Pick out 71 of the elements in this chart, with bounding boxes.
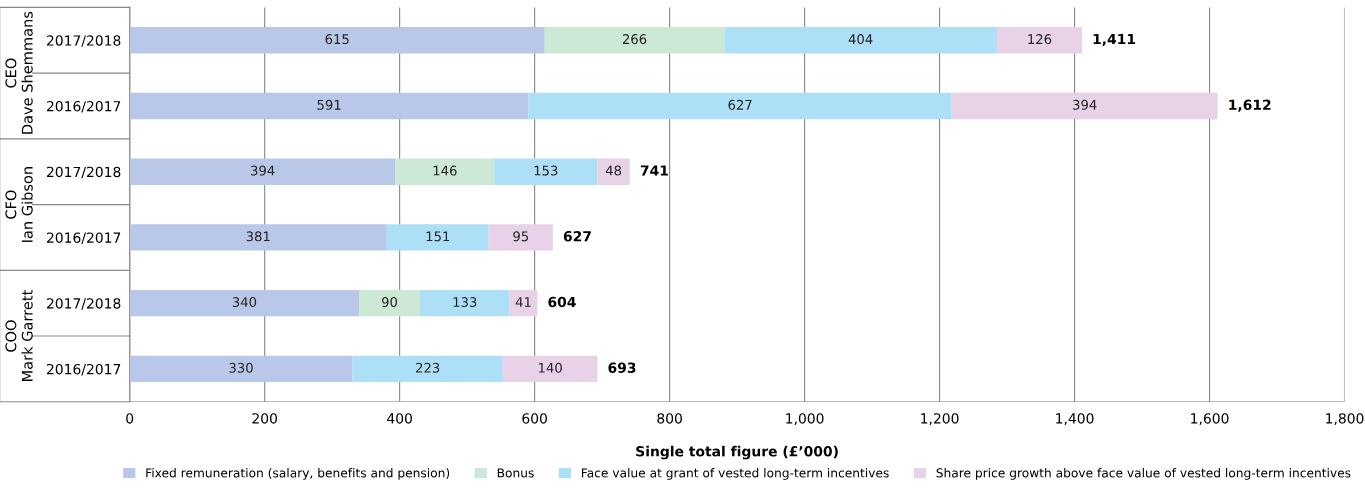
bar bbox=[352, 355, 503, 383]
y-tick-label: 2017/2018 bbox=[46, 166, 121, 179]
bar bbox=[395, 158, 495, 185]
legend-label: Fixed remuneration (salary, benefits and pension) bbox=[146, 468, 450, 480]
bar bbox=[359, 290, 420, 317]
legend-label: Face value at grant of vested long-term incentives bbox=[581, 468, 889, 480]
bar bbox=[129, 224, 387, 251]
bar bbox=[386, 224, 489, 251]
bar bbox=[494, 158, 598, 185]
data-label: 394 bbox=[1073, 99, 1097, 110]
x-tick-label: 400 bbox=[387, 413, 412, 424]
legend-label: Bonus bbox=[497, 468, 534, 478]
bar bbox=[129, 92, 529, 120]
data-label: 591 bbox=[317, 99, 341, 110]
bar bbox=[419, 290, 510, 317]
bar bbox=[502, 355, 598, 383]
text: CEO Dave Shemmans bbox=[5, 11, 33, 134]
x-tick-label: 800 bbox=[657, 413, 682, 424]
data-label: 394 bbox=[251, 165, 275, 176]
bar bbox=[488, 224, 553, 251]
total-label: 693 bbox=[608, 362, 636, 373]
data-label: 615 bbox=[325, 34, 349, 45]
bar bbox=[129, 158, 396, 185]
bar bbox=[544, 27, 725, 54]
data-label: 627 bbox=[728, 99, 752, 110]
data-label: 140 bbox=[539, 362, 562, 373]
data-label: 330 bbox=[229, 362, 253, 373]
data-label: 223 bbox=[416, 362, 440, 373]
data-label: 404 bbox=[848, 34, 873, 45]
x-tick-label: 200 bbox=[252, 413, 277, 424]
data-label: 133 bbox=[453, 297, 477, 308]
data-label: 151 bbox=[426, 231, 450, 242]
y-tick-label: 2017/2018 bbox=[46, 35, 121, 47]
data-label: 340 bbox=[232, 297, 257, 308]
total-label: 604 bbox=[548, 296, 576, 308]
total-label: 1,411 bbox=[1093, 33, 1136, 47]
data-label: 146 bbox=[433, 165, 457, 176]
data-label: 48 bbox=[605, 165, 622, 176]
data-label: 266 bbox=[622, 34, 647, 45]
x-tick-label: 1,200 bbox=[921, 413, 959, 426]
data-label: 126 bbox=[1028, 34, 1052, 45]
total-label: 627 bbox=[563, 230, 591, 242]
x-axis-title: Single total figure (£’000) bbox=[636, 445, 838, 460]
x-tick-label: 0 bbox=[126, 413, 134, 424]
bar bbox=[597, 158, 630, 185]
data-label: 381 bbox=[246, 231, 270, 242]
bar bbox=[129, 27, 545, 54]
bar bbox=[996, 27, 1082, 54]
x-tick-label: 1,800 bbox=[1326, 413, 1364, 426]
x-tick-label: 1,000 bbox=[786, 413, 824, 426]
bar bbox=[129, 290, 360, 317]
total-label: 1,612 bbox=[1229, 99, 1271, 112]
y-tick-label: 2016/2017 bbox=[46, 232, 121, 245]
bar bbox=[724, 27, 997, 54]
y-tick-label: 2017/2018 bbox=[46, 298, 121, 310]
text: CFO Ian Gibson bbox=[5, 167, 33, 242]
y-tick-label: 2016/2017 bbox=[46, 363, 121, 376]
bar bbox=[951, 92, 1218, 120]
y-tick-label: 2016/2017 bbox=[46, 100, 121, 113]
x-tick-label: 1,600 bbox=[1191, 413, 1229, 426]
text: COO Mark Garrett bbox=[5, 290, 33, 381]
x-tick-label: 1,400 bbox=[1056, 413, 1094, 426]
bar bbox=[528, 92, 952, 120]
data-label: 95 bbox=[513, 231, 529, 242]
bar bbox=[129, 355, 353, 383]
legend-label: Share price growth above face value of vested long-term incentives bbox=[936, 468, 1351, 480]
data-label: 41 bbox=[515, 297, 531, 307]
data-label: 90 bbox=[381, 297, 398, 308]
x-tick-label: 600 bbox=[522, 413, 547, 424]
data-label: 153 bbox=[534, 165, 558, 176]
total-label: 741 bbox=[640, 165, 668, 176]
